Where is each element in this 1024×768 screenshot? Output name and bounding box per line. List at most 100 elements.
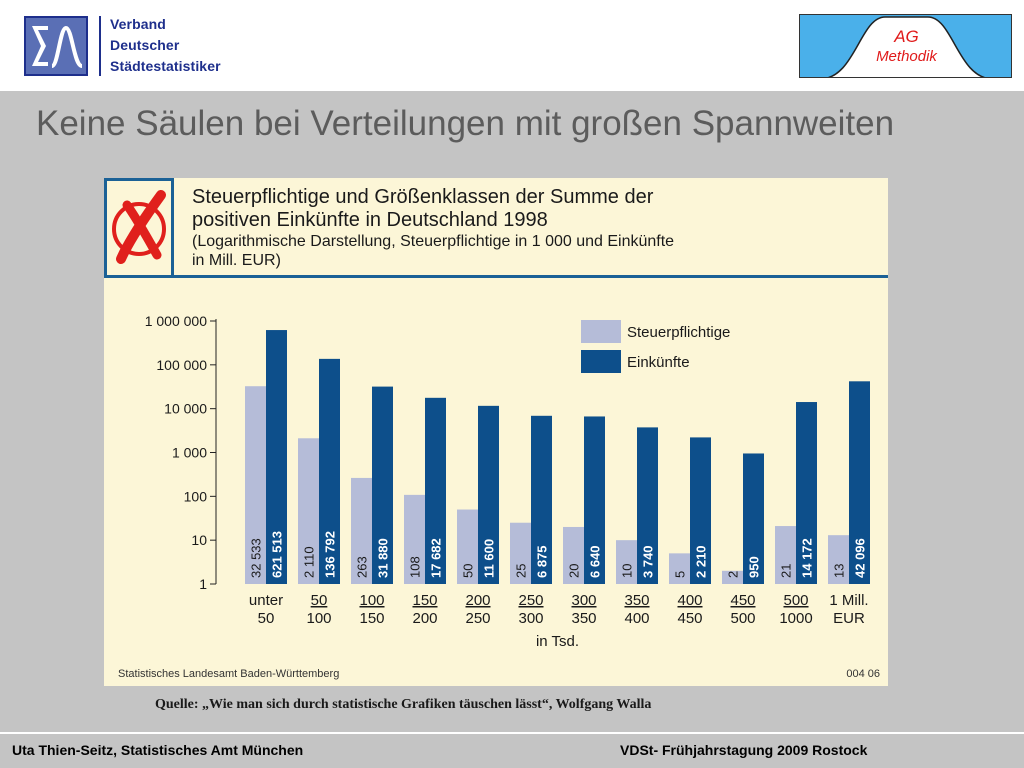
chart-title-line-1: Steuerpflichtige und Größenklassen der S… bbox=[192, 186, 654, 208]
bar-einkuenfte bbox=[849, 381, 870, 584]
footer-author: Uta Thien-Seitz, Statistisches Amt Münch… bbox=[12, 742, 304, 758]
data-label-steuerpflichtige: 263 bbox=[355, 556, 370, 578]
bar-steuerpflichtige bbox=[563, 526, 584, 584]
data-label-steuerpflichtige: 5 bbox=[673, 571, 688, 578]
data-label-einkuenfte: 950 bbox=[747, 556, 762, 578]
data-label-einkuenfte: 2 210 bbox=[694, 545, 709, 578]
data-label-steuerpflichtige: 108 bbox=[408, 556, 423, 578]
x-category-label-top: unter bbox=[249, 592, 283, 609]
header-bar: Verband Deutscher Städtestatistiker AG M… bbox=[0, 0, 1024, 91]
org-name-line-3: Städtestatistiker bbox=[110, 58, 221, 74]
y-tick-label: 100 bbox=[184, 488, 208, 504]
bar-steuerpflichtige bbox=[298, 438, 319, 584]
slide-title: Keine Säulen bei Verteilungen mit großen… bbox=[36, 104, 895, 143]
x-category-label-top: 400 bbox=[677, 592, 702, 609]
data-label-steuerpflichtige: 32 533 bbox=[249, 538, 264, 578]
x-category-label-bottom: 1000 bbox=[779, 610, 812, 627]
data-label-steuerpflichtige: 25 bbox=[514, 564, 529, 578]
bar-einkuenfte bbox=[531, 415, 552, 584]
x-category-label-bottom: 450 bbox=[677, 610, 702, 627]
bar-einkuenfte bbox=[372, 386, 393, 584]
bar-einkuenfte bbox=[266, 330, 287, 584]
x-category-label-top: 250 bbox=[518, 592, 543, 609]
x-category-label-top: 450 bbox=[730, 592, 755, 609]
data-label-steuerpflichtige: 50 bbox=[461, 564, 476, 578]
data-label-steuerpflichtige: 2 bbox=[726, 571, 741, 578]
y-tick-label: 10 bbox=[191, 532, 207, 548]
data-label-steuerpflichtige: 20 bbox=[567, 564, 582, 578]
data-label-einkuenfte: 621 513 bbox=[270, 531, 285, 578]
data-label-einkuenfte: 14 172 bbox=[800, 538, 815, 578]
bar-einkuenfte bbox=[319, 358, 340, 584]
org-name-line-1: Verband bbox=[110, 16, 166, 32]
data-label-einkuenfte: 17 682 bbox=[429, 538, 444, 578]
x-category-label-top: 500 bbox=[783, 592, 808, 609]
chart-title-line-2: positiven Einkünfte in Deutschland 1998 bbox=[192, 209, 548, 231]
data-label-steuerpflichtige: 21 bbox=[779, 564, 794, 578]
data-label-einkuenfte: 11 600 bbox=[482, 539, 497, 578]
x-category-label-bottom: 100 bbox=[306, 610, 331, 627]
chart-source: Statistisches Landesamt Baden-Württember… bbox=[118, 668, 340, 680]
x-axis-title: in Tsd. bbox=[536, 633, 579, 650]
y-tick-label: 1 bbox=[199, 576, 207, 592]
x-category-label-top: 50 bbox=[311, 592, 328, 609]
y-tick-label: 100 000 bbox=[156, 357, 207, 373]
x-category-label-top: 100 bbox=[359, 592, 384, 609]
x-category-label-bottom: 250 bbox=[465, 610, 490, 627]
bar-steuerpflichtige bbox=[245, 386, 266, 584]
legend-label: Steuerpflichtige bbox=[627, 324, 730, 341]
chart-code: 004 06 bbox=[846, 668, 880, 680]
bar-steuerpflichtige bbox=[351, 477, 372, 584]
bar-steuerpflichtige bbox=[510, 522, 531, 584]
x-category-label-bottom: 50 bbox=[258, 610, 275, 627]
bar-steuerpflichtige bbox=[457, 509, 478, 584]
x-category-label-top: 150 bbox=[412, 592, 437, 609]
footer-divider bbox=[0, 732, 1024, 734]
y-tick-label: 1 000 bbox=[172, 445, 207, 461]
x-category-label-bottom: 350 bbox=[571, 610, 596, 627]
x-category-label-bottom: 300 bbox=[518, 610, 543, 627]
bar-einkuenfte bbox=[690, 437, 711, 584]
bar-chart-plot: 1 10 100 1 000 10 000 100 000 1 000 000 32 533 6… bbox=[145, 313, 870, 650]
legend-label: Einkünfte bbox=[627, 354, 690, 371]
y-tick-label: 10 000 bbox=[164, 401, 207, 417]
data-label-steuerpflichtige: 10 bbox=[620, 564, 635, 578]
data-label-steuerpflichtige: 2 110 bbox=[302, 546, 317, 578]
chart-subtitle-line-1: (Logarithmische Darstellung, Steuerpflic… bbox=[192, 233, 675, 250]
x-category-label-bottom: 150 bbox=[359, 610, 384, 627]
data-label-einkuenfte: 3 740 bbox=[641, 545, 656, 578]
data-label-einkuenfte: 6 640 bbox=[588, 545, 603, 578]
source-quote: Quelle: „Wie man sich durch statistische… bbox=[155, 697, 652, 712]
data-label-einkuenfte: 136 792 bbox=[323, 531, 338, 578]
data-label-einkuenfte: 6 875 bbox=[535, 545, 550, 578]
x-category-label-bottom: 200 bbox=[412, 610, 437, 627]
ag-methodik-logo: AG Methodik bbox=[799, 14, 1012, 78]
cross-mark-icon bbox=[112, 190, 166, 264]
x-category-label-bottom: 500 bbox=[730, 610, 755, 627]
bar-einkuenfte bbox=[478, 405, 499, 584]
bar-einkuenfte bbox=[743, 453, 764, 584]
logo-divider bbox=[99, 16, 101, 76]
bar-einkuenfte bbox=[637, 427, 658, 584]
ag-label: AG bbox=[894, 27, 919, 46]
x-category-label-top: 300 bbox=[571, 592, 596, 609]
x-category-label-bottom: EUR bbox=[833, 610, 865, 627]
bar-einkuenfte bbox=[796, 402, 817, 584]
x-category-label-top: 1 Mill. bbox=[829, 592, 868, 609]
bar-steuerpflichtige bbox=[722, 570, 743, 584]
bar-steuerpflichtige bbox=[616, 540, 637, 584]
x-category-label-top: 350 bbox=[624, 592, 649, 609]
y-tick-label: 1 000 000 bbox=[145, 313, 207, 329]
bar-steuerpflichtige bbox=[828, 535, 849, 584]
data-label-einkuenfte: 42 096 bbox=[853, 538, 868, 578]
bar-steuerpflichtige bbox=[404, 494, 425, 584]
bar-steuerpflichtige bbox=[775, 526, 796, 584]
bar-einkuenfte bbox=[425, 397, 446, 584]
chart-header bbox=[104, 178, 888, 278]
x-category-label-top: 200 bbox=[465, 592, 490, 609]
vdst-logo-icon bbox=[24, 16, 88, 76]
chart-subtitle-line-2: in Mill. EUR) bbox=[192, 252, 281, 269]
chart-panel: Steuerpflichtige und Größenklassen der S… bbox=[104, 178, 888, 686]
x-mark-box bbox=[104, 178, 174, 278]
data-label-einkuenfte: 31 880 bbox=[376, 538, 391, 578]
